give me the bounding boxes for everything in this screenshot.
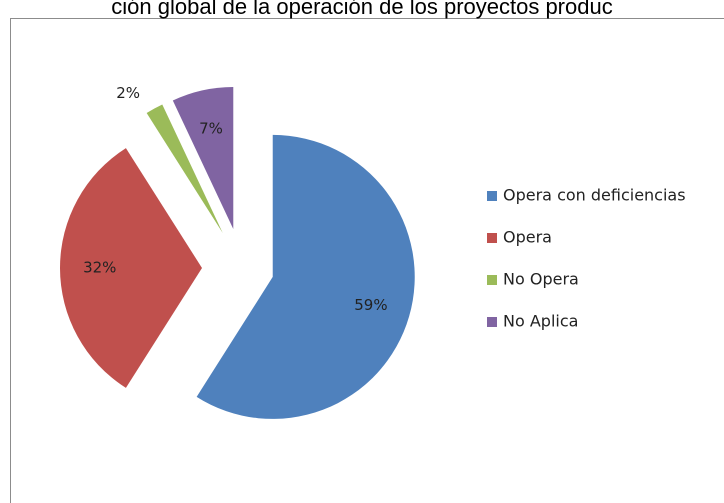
data-label: 59% (354, 296, 387, 314)
pie-slice (59, 148, 202, 388)
legend-swatch (487, 233, 497, 243)
legend-swatch (487, 275, 497, 285)
pie-slice (172, 86, 234, 229)
pie-slice (196, 134, 415, 419)
data-label: 32% (83, 259, 116, 277)
legend-label: Opera con deficiencias (503, 186, 686, 205)
chart-title: ción global de la operación de los proye… (111, 0, 612, 19)
legend-swatch (487, 317, 497, 327)
data-label: 2% (116, 84, 140, 102)
legend-label: Opera (503, 228, 552, 247)
data-label: 7% (199, 120, 223, 138)
legend-label: No Aplica (503, 312, 578, 331)
legend-swatch (487, 191, 497, 201)
pie-slice (146, 104, 223, 233)
legend-label: No Opera (503, 270, 579, 289)
